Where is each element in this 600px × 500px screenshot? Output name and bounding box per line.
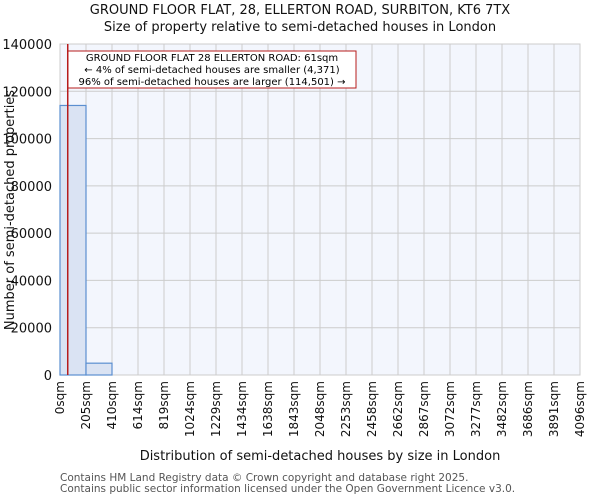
- y-axis-ticks: 0 20000 40000 60000 80000 100000 120000 140000: [2, 38, 52, 384]
- x-tick-label: 819sqm: [157, 381, 171, 429]
- x-axis-ticks: 0sqm 205sqm 410sqm 614sqm 819sqm 1024sqm 1229s…: [53, 381, 587, 437]
- grid-lines: [59, 43, 581, 376]
- y-tick-label: 100000: [2, 133, 52, 148]
- annotation-box: GROUND FLOOR FLAT 28 ELLERTON ROAD: 61sq…: [67, 50, 357, 89]
- chart-title: GROUND FLOOR FLAT, 28, ELLERTON ROAD, SU…: [89, 3, 511, 18]
- x-tick-label: 2048sqm: [313, 381, 327, 437]
- histogram-bar: [59, 104, 87, 376]
- x-tick-label: 1229sqm: [209, 381, 223, 437]
- x-tick-label: 3072sqm: [443, 381, 457, 437]
- y-axis-label: Number of semi-detached properties: [3, 90, 18, 330]
- x-tick-label: 1434sqm: [235, 381, 249, 437]
- y-tick-label: 40000: [11, 274, 52, 289]
- x-tick-label: 2867sqm: [417, 381, 431, 437]
- y-tick-label: 140000: [2, 38, 52, 53]
- y-tick-label: 80000: [11, 180, 52, 195]
- x-tick-label: 1843sqm: [287, 381, 301, 437]
- y-tick-label: 0: [44, 369, 52, 384]
- x-tick-label: 205sqm: [79, 381, 93, 429]
- y-tick-label: 120000: [2, 85, 52, 100]
- x-tick-label: 0sqm: [53, 381, 67, 414]
- x-tick-label: 410sqm: [105, 381, 119, 429]
- x-tick-label: 3482sqm: [495, 381, 509, 437]
- histogram-bar: [85, 362, 113, 376]
- x-axis-label: Distribution of semi-detached houses by …: [140, 449, 501, 464]
- x-tick-label: 4096sqm: [573, 381, 587, 437]
- x-tick-label: 614sqm: [131, 381, 145, 429]
- annotation-line-3: 96% of semi-detached houses are larger (…: [78, 77, 345, 88]
- footer-line-2: Contains public sector information licen…: [60, 483, 516, 495]
- footer-line-1: Contains HM Land Registry data © Crown c…: [60, 472, 469, 484]
- x-tick-label: 3686sqm: [521, 381, 535, 437]
- x-tick-label: 3891sqm: [547, 381, 561, 437]
- x-tick-label: 1638sqm: [261, 381, 275, 437]
- x-tick-label: 2253sqm: [339, 381, 353, 437]
- x-tick-label: 2662sqm: [391, 381, 405, 437]
- y-tick-label: 20000: [11, 322, 52, 337]
- bars: [59, 104, 113, 376]
- x-tick-label: 2458sqm: [365, 381, 379, 437]
- annotation-line-2: ← 4% of semi-detached houses are smaller…: [84, 65, 339, 76]
- chart-subtitle: Size of property relative to semi-detach…: [103, 20, 497, 35]
- x-tick-label: 3277sqm: [469, 381, 483, 437]
- x-tick-label: 1024sqm: [183, 381, 197, 437]
- y-tick-label: 60000: [11, 227, 52, 242]
- annotation-line-1: GROUND FLOOR FLAT 28 ELLERTON ROAD: 61sq…: [86, 53, 338, 64]
